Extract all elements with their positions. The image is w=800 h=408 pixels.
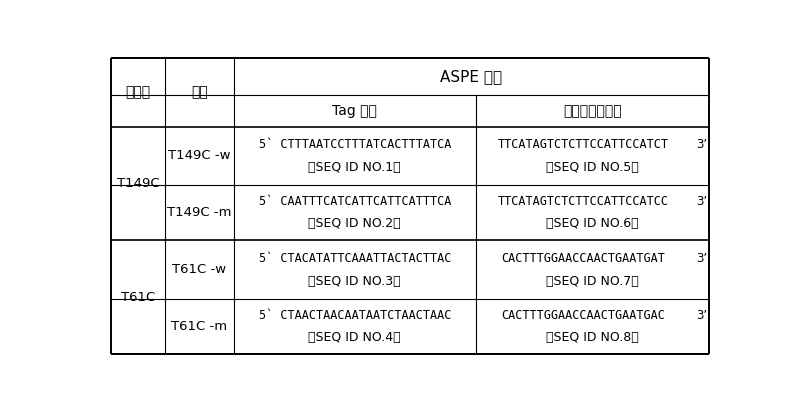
Text: 5` CTTTAATCCTTTATCACTTTATCA: 5` CTTTAATCCTTTATCACTTTATCA	[258, 137, 451, 151]
Text: TTCATAGTCTCTTCCATTCCATCC: TTCATAGTCTCTTCCATTCCATCC	[498, 195, 669, 208]
Text: 3’: 3’	[696, 195, 707, 208]
Text: 5` CTACATATTCAAATTACTACTTAC: 5` CTACATATTCAAATTACTACTTAC	[258, 251, 451, 264]
Text: ASPE 引物: ASPE 引物	[440, 69, 502, 84]
Text: （SEQ ID NO.7）: （SEQ ID NO.7）	[546, 275, 638, 288]
Text: 类型: 类型	[191, 85, 208, 99]
Text: Tag 序列: Tag 序列	[332, 104, 377, 118]
Text: （SEQ ID NO.6）: （SEQ ID NO.6）	[546, 217, 638, 231]
Text: （SEQ ID NO.4）: （SEQ ID NO.4）	[309, 331, 401, 344]
Text: 5` CTAACTAACAATAATCTAACTAAC: 5` CTAACTAACAATAATCTAACTAAC	[258, 309, 451, 322]
Text: T61C -m: T61C -m	[171, 320, 227, 333]
Text: T149C -w: T149C -w	[168, 149, 230, 162]
Text: T149C -m: T149C -m	[167, 206, 231, 219]
Text: 5` CAATTTCATCATTCATTCATTTCA: 5` CAATTTCATCATTCATTCATTTCA	[258, 195, 451, 208]
Text: 基因型: 基因型	[126, 85, 150, 99]
Text: T149C: T149C	[117, 177, 159, 190]
Text: T61C -w: T61C -w	[172, 263, 226, 276]
Text: （SEQ ID NO.3）: （SEQ ID NO.3）	[309, 275, 401, 288]
Text: （SEQ ID NO.5）: （SEQ ID NO.5）	[546, 161, 638, 174]
Text: 特异性引物序列: 特异性引物序列	[563, 104, 622, 118]
Text: （SEQ ID NO.1）: （SEQ ID NO.1）	[309, 161, 401, 174]
Text: CACTTTGGAACCAACTGAATGAT: CACTTTGGAACCAACTGAATGAT	[501, 251, 665, 264]
Text: CACTTTGGAACCAACTGAATGAC: CACTTTGGAACCAACTGAATGAC	[501, 309, 665, 322]
Text: 3’: 3’	[696, 251, 707, 264]
Text: T61C: T61C	[121, 291, 155, 304]
Text: TTCATAGTCTCTTCCATTCCATCT: TTCATAGTCTCTTCCATTCCATCT	[498, 137, 669, 151]
Text: 3’: 3’	[696, 137, 707, 151]
Text: 3’: 3’	[696, 309, 707, 322]
Text: （SEQ ID NO.8）: （SEQ ID NO.8）	[546, 331, 638, 344]
Text: （SEQ ID NO.2）: （SEQ ID NO.2）	[309, 217, 401, 231]
